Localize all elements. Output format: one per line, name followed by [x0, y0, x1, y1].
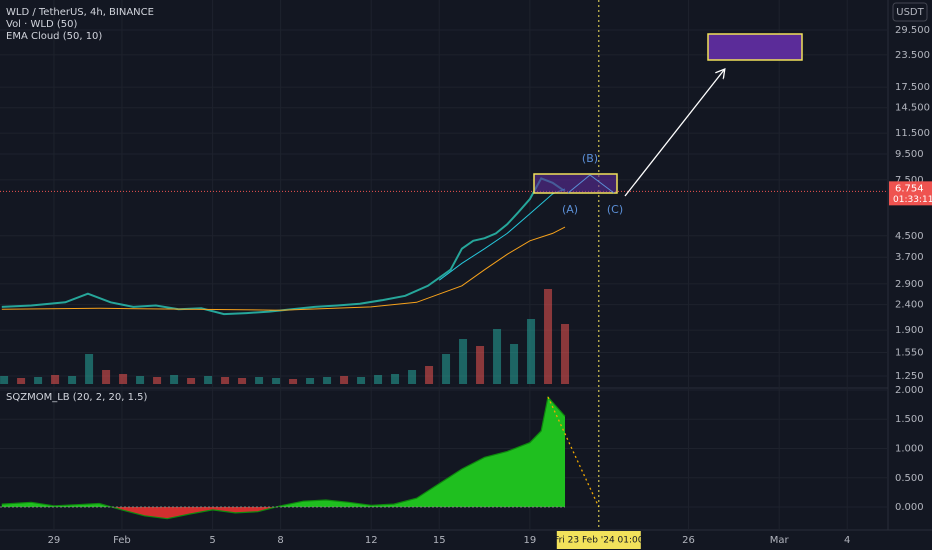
- y-tick-label: 1.550: [895, 347, 924, 358]
- currency-button[interactable]: [892, 2, 928, 22]
- x-tick-label: 19: [524, 535, 537, 546]
- volume-bar: [85, 354, 94, 384]
- volume-bar: [68, 376, 77, 384]
- y-tick-label: 3.700: [895, 252, 924, 263]
- volume-bar: [102, 370, 111, 384]
- volume-bar: [391, 374, 400, 384]
- indicator-label: Vol · WLD (50): [6, 19, 77, 30]
- volume-bar: [510, 344, 519, 384]
- volume-bar: [153, 377, 162, 384]
- momentum-line: [1, 395, 566, 520]
- y-tick-label: 1.250: [895, 371, 924, 382]
- y-tick-label: 1.900: [895, 325, 924, 336]
- x-tick-label: 26: [682, 535, 695, 546]
- symbol-title: WLD / TetherUS, 4h, BINANCE: [6, 7, 154, 18]
- y-tick-label: 23.500: [895, 50, 930, 61]
- wave-label: (C): [607, 203, 623, 216]
- last-price-tag: [889, 181, 932, 206]
- volume-bar: [527, 319, 536, 384]
- abc-path: [567, 174, 615, 194]
- y-tick-label: 17.500: [895, 82, 930, 93]
- volume-bar: [170, 375, 179, 384]
- volume-bar: [425, 366, 434, 384]
- y-tick-label: 0.500: [895, 473, 924, 484]
- volume-bar: [221, 377, 230, 384]
- volume-bar: [408, 370, 417, 384]
- countdown-label: 01:33:11: [893, 195, 932, 205]
- volume-bar: [17, 378, 26, 384]
- volume-bar: [34, 377, 43, 384]
- wave-label: (B): [582, 152, 598, 165]
- wave-label: (A): [562, 203, 578, 216]
- volume-bar: [51, 375, 60, 384]
- volume-bar: [272, 378, 281, 384]
- volume-bar: [357, 377, 366, 384]
- x-tick-label: 15: [433, 535, 446, 546]
- volume-bar: [374, 375, 383, 384]
- y-tick-label: 2.400: [895, 300, 924, 311]
- price-line: [1, 177, 566, 316]
- x-tick-label: 12: [365, 535, 378, 546]
- volume-bar: [476, 346, 485, 384]
- currency-label[interactable]: USDT: [896, 7, 924, 18]
- volume-bar: [0, 376, 9, 384]
- y-tick-label: 4.500: [895, 231, 924, 242]
- y-tick-label: 7.500: [895, 175, 924, 186]
- indicator-label: SQZMOM_LB (20, 2, 20, 1.5): [6, 392, 147, 403]
- indicator-label: EMA Cloud (50, 10): [6, 31, 102, 42]
- volume-bar: [323, 377, 332, 384]
- volume-bar: [136, 376, 145, 384]
- y-tick-label: 29.500: [895, 25, 930, 36]
- x-tick-label: 4: [844, 535, 850, 546]
- last-price-label: 6.754: [895, 183, 924, 194]
- y-tick-label: 2.900: [895, 279, 924, 290]
- volume-bar: [544, 289, 553, 384]
- x-tick-label: 8: [277, 535, 283, 546]
- y-tick-label: 11.500: [895, 128, 930, 139]
- x-tick-label: Mar: [770, 535, 790, 546]
- volume-bar: [187, 378, 196, 384]
- crosshair-label: Fri 23 Feb '24 01:00: [554, 536, 644, 546]
- y-tick-label: 1.000: [895, 443, 924, 454]
- volume-bar: [493, 329, 502, 384]
- range-box: [533, 173, 618, 194]
- projection-line: [547, 396, 600, 508]
- target-box: [707, 33, 803, 61]
- y-tick-label: 1.500: [895, 414, 924, 425]
- volume-bar: [442, 354, 451, 384]
- crosshair-tag: [556, 531, 641, 549]
- y-tick-label: 0.000: [895, 502, 924, 513]
- volume-bar: [289, 379, 298, 384]
- volume-bar: [238, 378, 247, 384]
- volume-bar: [204, 376, 213, 384]
- x-tick-label: Feb: [113, 535, 131, 546]
- price-line: [438, 188, 566, 281]
- y-tick-label: 9.500: [895, 149, 924, 160]
- x-tick-label: 5: [209, 535, 215, 546]
- y-tick-label: 2.000: [895, 385, 924, 396]
- volume-bar: [459, 339, 468, 384]
- volume-bar: [561, 324, 570, 384]
- x-tick-label: 29: [48, 535, 61, 546]
- price-line: [1, 226, 566, 311]
- volume-bar: [119, 374, 128, 384]
- volume-bar: [306, 378, 315, 384]
- volume-bar: [255, 377, 264, 384]
- volume-bar: [340, 376, 349, 384]
- arrow: [624, 70, 724, 197]
- y-tick-label: 14.500: [895, 103, 930, 114]
